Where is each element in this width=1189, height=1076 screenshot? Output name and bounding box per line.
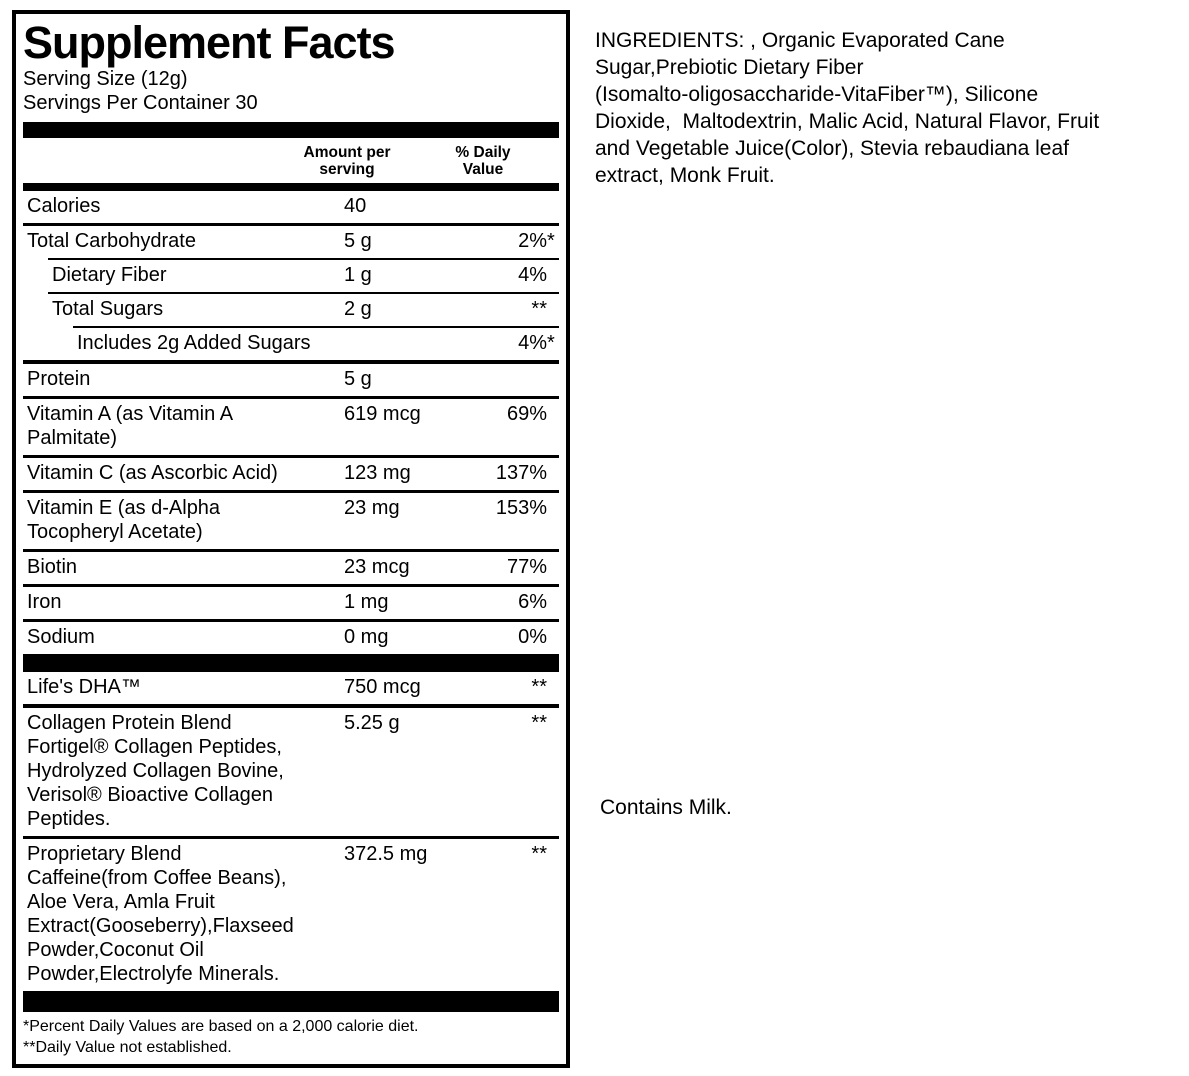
nutrient-name: Powder,Coconut Oil: [27, 939, 204, 961]
nutrient-name: Powder,Electrolyfe Minerals.: [27, 963, 280, 985]
nutrient-name: Palmitate): [27, 427, 118, 449]
nutrient-name: Hydrolyzed Collagen Bovine,: [27, 760, 284, 782]
amount-header-line: serving: [319, 161, 375, 178]
nutrient-name: Tocopheryl Acetate): [27, 521, 203, 543]
supplement-facts-panel: Supplement Facts Serving Size (12g) Serv…: [12, 10, 570, 1068]
nutrient-name: Protein: [27, 368, 91, 390]
daily-value: 153%: [495, 497, 547, 519]
footnote-line: **Daily Value not established.: [23, 1039, 232, 1056]
nutrient-name: Caffeine(from Coffee Beans),: [27, 867, 287, 889]
nutrient-row: Vitamin E (as d-Alpha Tocopheryl Acetate)…: [23, 490, 559, 549]
ingredients-line: extract, Monk Fruit.: [595, 164, 775, 187]
amount-value: 123 mg: [344, 462, 411, 484]
nutrient-name: Vitamin A (as Vitamin A: [27, 403, 234, 425]
nutrient-row: Dietary Fiber 1 g 4%: [48, 258, 559, 292]
amount-value: 40: [344, 195, 367, 217]
dv-header-line: % Daily: [455, 144, 511, 161]
nutrient-name: Total Sugars: [52, 298, 164, 320]
daily-value-asterisk: *: [547, 230, 555, 252]
amount-value: 619 mcg: [344, 403, 421, 425]
daily-value: 2% *: [518, 230, 555, 252]
amount-value: 5 g: [344, 368, 372, 390]
amount-header-line: Amount per: [303, 144, 391, 161]
daily-value: **: [531, 298, 547, 320]
nutrient-row: Protein 5 g: [23, 360, 559, 396]
amount-value: 1 g: [344, 264, 372, 286]
ingredients-line: and Vegetable Juice(Color), Stevia rebau…: [595, 137, 1069, 160]
daily-value: **: [531, 712, 547, 734]
nutrient-name: Aloe Vera, Amla Fruit: [27, 891, 215, 913]
nutrient-row: Collagen Protein Blend Fortigel® Collagen…: [23, 704, 559, 836]
nutrient-row: Total Carbohydrate 5 g 2% *: [23, 223, 559, 258]
amount-value: 372.5 mg: [344, 843, 428, 865]
nutrient-name: Biotin: [27, 556, 78, 578]
daily-value: **: [531, 843, 547, 865]
allergen-statement: Contains Milk.: [600, 796, 732, 819]
nutrient-name: Extract(Gooseberry),Flaxseed: [27, 915, 294, 937]
amount-value: 750 mcg: [344, 676, 421, 698]
amount-value: 1 mg: [344, 591, 389, 613]
amount-value: 0 mg: [344, 626, 389, 648]
nutrient-row: Calories 40: [23, 191, 559, 223]
nutrient-row: Life's DHA™ 750 mcg **: [23, 672, 559, 704]
nutrient-name: Collagen Protein Blend: [27, 712, 232, 734]
nutrient-name: Iron: [27, 591, 62, 613]
nutrient-row: Vitamin C (as Ascorbic Acid) 123 mg 137%: [23, 455, 559, 490]
ingredients-line: Dioxide, Maltodextrin, Malic Acid, Natur…: [595, 110, 1100, 133]
nutrient-name: Total Carbohydrate: [27, 230, 196, 252]
amount-per-serving-header: Amount per serving: [287, 144, 407, 178]
nutrient-name: Proprietary Blend: [27, 843, 182, 865]
daily-value-header: % Daily Value: [428, 144, 538, 178]
nutrient-row: Includes 2g Added Sugars 4% *: [73, 326, 559, 360]
nutrient-rows: Calories 40 Total Carbohydrate 5 g 2% * Dietar…: [23, 191, 559, 1012]
nutrient-name: Fortigel® Collagen Peptides,: [27, 736, 282, 758]
daily-value: 77%: [506, 556, 547, 578]
daily-value-asterisk: *: [547, 332, 555, 354]
nutrient-name: Calories: [27, 195, 101, 217]
nutrient-name: Vitamin E (as d-Alpha: [27, 497, 221, 519]
nutrient-name: Life's DHA™: [27, 676, 141, 698]
ingredients-line: (Isomalto-oligosaccharide-VitaFiber™), S…: [595, 83, 1039, 106]
nutrient-name: Verisol® Bioactive Collagen: [27, 784, 273, 806]
nutrient-name: Vitamin C (as Ascorbic Acid): [27, 462, 278, 484]
column-headers: Amount per serving % Daily Value: [23, 138, 559, 183]
nutrient-row: Total Sugars 2 g **: [48, 292, 559, 326]
nutrient-name: Dietary Fiber: [52, 264, 167, 286]
nutrient-row: Iron 1 mg 6%: [23, 584, 559, 619]
amount-value: 23 mcg: [344, 556, 410, 578]
daily-value: 6%: [518, 591, 547, 613]
daily-value: 137%: [495, 462, 547, 484]
daily-value: 0%: [518, 626, 547, 648]
nutrient-name: Includes 2g Added Sugars: [77, 332, 311, 354]
panel-title: Supplement Facts: [23, 17, 396, 68]
separator-bar-top: [23, 122, 559, 138]
nutrient-row: Proprietary Blend Caffeine(from Coffee Be…: [23, 836, 559, 991]
footnotes: *Percent Daily Values are based on a 2,0…: [23, 1012, 559, 1058]
daily-value: **: [531, 676, 547, 698]
ingredients-text: INGREDIENTS: , Organic Evaporated Cane Su…: [595, 27, 1099, 189]
daily-value: 4% *: [518, 332, 555, 354]
nutrient-name: Peptides.: [27, 808, 111, 830]
nutrient-row: Vitamin A (as Vitamin A Palmitate) 619 mcg…: [23, 396, 559, 455]
amount-value: 5 g: [344, 230, 372, 252]
separator-bar: [23, 654, 559, 672]
serving-size-text: Serving Size (12g): [23, 68, 188, 90]
nutrient-row: Sodium 0 mg 0%: [23, 619, 559, 654]
amount-value: 23 mg: [344, 497, 400, 519]
footnote-line: *Percent Daily Values are based on a 2,0…: [23, 1018, 419, 1035]
amount-value: 2 g: [344, 298, 372, 320]
separator-bar: [23, 991, 559, 1012]
servings-per-container-text: Servings Per Container 30: [23, 92, 258, 114]
separator-bar-under-headers: [23, 183, 559, 191]
daily-value: 69%: [506, 403, 547, 425]
nutrient-name: Sodium: [27, 626, 95, 648]
dv-header-line: Value: [462, 161, 504, 178]
ingredients-line: Sugar,Prebiotic Dietary Fiber: [595, 56, 864, 79]
daily-value: 4%: [518, 264, 547, 286]
nutrient-row: Biotin 23 mcg 77%: [23, 549, 559, 584]
amount-value: 5.25 g: [344, 712, 400, 734]
ingredients-line: INGREDIENTS: , Organic Evaporated Cane: [595, 29, 1005, 52]
